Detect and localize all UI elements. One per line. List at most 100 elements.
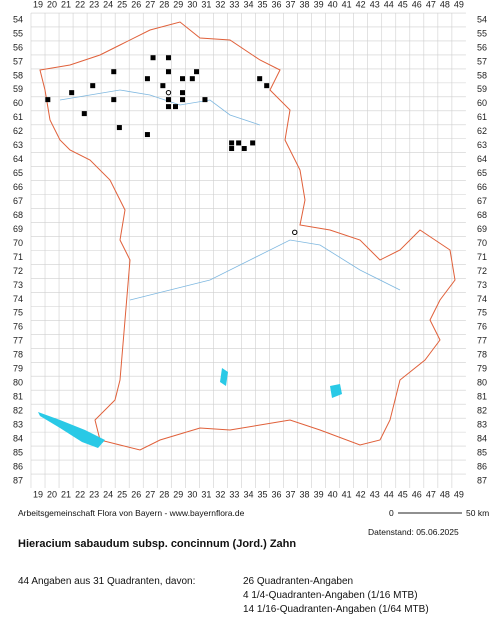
column-label: 34 <box>243 489 253 499</box>
row-label: 75 <box>477 308 487 318</box>
river <box>59 89 261 126</box>
row-label: 62 <box>13 126 23 136</box>
column-label: 31 <box>201 489 211 499</box>
column-label: 44 <box>384 0 394 9</box>
row-label: 57 <box>13 56 23 66</box>
row-label: 54 <box>477 14 487 24</box>
column-label: 37 <box>286 489 296 499</box>
row-label: 74 <box>477 294 487 304</box>
row-label: 64 <box>477 154 487 164</box>
scale-end: 50 km <box>466 508 489 518</box>
row-label: 86 <box>13 461 23 471</box>
occurrence <box>165 97 171 103</box>
column-label: 25 <box>117 0 127 9</box>
row-label: 61 <box>13 112 23 122</box>
row-label: 71 <box>477 252 487 262</box>
credit: Arbeitsgemeinschaft Flora von Bayern - w… <box>18 508 245 518</box>
row-label: 77 <box>13 336 23 346</box>
row-label: 68 <box>477 210 487 220</box>
row-label: 83 <box>477 420 487 430</box>
column-label: 43 <box>370 489 380 499</box>
row-label: 81 <box>13 392 23 402</box>
occurrence <box>250 140 256 146</box>
column-label: 36 <box>272 0 282 9</box>
row-label: 81 <box>477 392 487 402</box>
occurrence <box>172 104 178 110</box>
row-label: 75 <box>13 308 23 318</box>
row-label: 55 <box>13 28 23 38</box>
occurrence <box>69 90 75 96</box>
row-label: 59 <box>13 84 23 94</box>
row-label: 87 <box>477 475 487 485</box>
column-label: 20 <box>47 0 57 9</box>
column-label: 44 <box>384 489 394 499</box>
column-label: 49 <box>454 489 464 499</box>
points <box>45 55 298 236</box>
grid: 19 19 20 20 21 21 22 22 23 23 24 24 25 25 26 26 27 27 28 28… <box>13 0 487 499</box>
column-label: 24 <box>103 0 113 9</box>
occurrence <box>264 83 270 89</box>
row-label: 55 <box>477 28 487 38</box>
row-label: 61 <box>477 112 487 122</box>
occurrence <box>229 140 235 146</box>
column-label: 19 <box>33 489 43 499</box>
occurrence <box>241 146 247 152</box>
column-label: 42 <box>356 489 366 499</box>
column-label: 48 <box>440 489 450 499</box>
row-label: 64 <box>13 154 23 164</box>
row-label: 69 <box>13 224 23 234</box>
column-label: 27 <box>145 0 155 9</box>
occurrence <box>45 97 51 103</box>
row-label: 87 <box>13 475 23 485</box>
row-label: 76 <box>477 322 487 332</box>
column-label: 29 <box>173 489 183 499</box>
row-label: 73 <box>13 280 23 290</box>
occurrence <box>111 69 117 75</box>
column-label: 23 <box>89 489 99 499</box>
column-label: 45 <box>398 0 408 9</box>
row-label: 71 <box>13 252 23 262</box>
column-label: 49 <box>454 0 464 9</box>
row-label: 84 <box>477 433 487 443</box>
detail: 4 1/4-Quadranten-Angaben (1/16 MTB) <box>243 590 418 601</box>
row-label: 84 <box>13 433 23 443</box>
occurrence <box>165 104 171 110</box>
column-label: 31 <box>201 0 211 9</box>
column-label: 38 <box>300 0 310 9</box>
column-label: 30 <box>187 0 197 9</box>
column-label: 20 <box>47 489 57 499</box>
column-label: 22 <box>75 489 85 499</box>
lake <box>330 384 342 398</box>
column-label: 28 <box>159 0 169 9</box>
column-label: 37 <box>286 0 296 9</box>
row-label: 82 <box>477 406 487 416</box>
row-label: 70 <box>13 238 23 248</box>
row-label: 68 <box>13 210 23 220</box>
occurrence <box>202 97 208 103</box>
row-label: 63 <box>477 140 487 150</box>
column-label: 35 <box>257 489 267 499</box>
column-label: 41 <box>342 0 352 9</box>
column-label: 26 <box>131 0 141 9</box>
column-label: 21 <box>61 489 71 499</box>
column-label: 33 <box>229 0 239 9</box>
column-label: 23 <box>89 0 99 9</box>
occurrence <box>116 125 122 131</box>
row-label: 73 <box>477 280 487 290</box>
row-label: 77 <box>477 336 487 346</box>
row-label: 60 <box>13 98 23 108</box>
river <box>129 239 401 301</box>
column-label: 30 <box>187 489 197 499</box>
row-label: 85 <box>477 447 487 457</box>
column-label: 34 <box>243 0 253 9</box>
row-label: 83 <box>13 420 23 430</box>
row-label: 60 <box>477 98 487 108</box>
column-label: 47 <box>426 0 436 9</box>
row-label: 66 <box>13 182 23 192</box>
row-label: 80 <box>13 378 23 388</box>
lake <box>220 368 228 386</box>
column-label: 47 <box>426 489 436 499</box>
row-label: 54 <box>13 14 23 24</box>
column-label: 27 <box>145 489 155 499</box>
column-label: 21 <box>61 0 71 9</box>
